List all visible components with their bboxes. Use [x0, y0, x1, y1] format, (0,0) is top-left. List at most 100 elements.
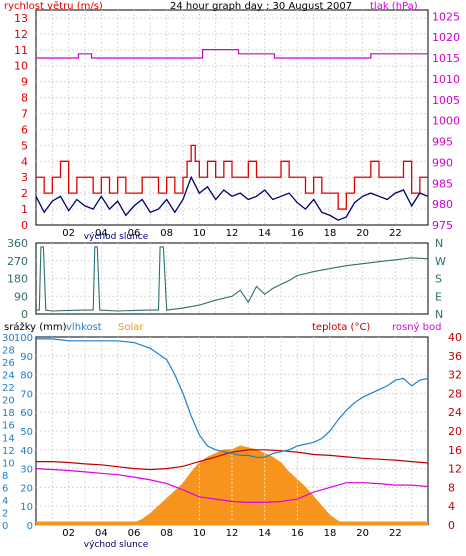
humidity-tick: 90 — [20, 352, 33, 363]
panel1-left-tick: 12 — [14, 28, 28, 41]
panel1-x-tick: 04 — [95, 228, 108, 239]
panel1-x-tick: 02 — [62, 228, 75, 239]
rain-tick: 0 — [2, 521, 8, 532]
temperature-tick: 16 — [448, 444, 462, 457]
panel1-left-tick: 3 — [21, 171, 28, 184]
humidity-tick: 0 — [27, 521, 33, 532]
panel1-right-tick: 990 — [432, 156, 453, 169]
panel1-left-tick: 8 — [21, 92, 28, 105]
temperature-tick: 8 — [448, 481, 455, 494]
rain-tick: 16 — [2, 421, 15, 432]
panel1-left-tick: 5 — [21, 139, 28, 152]
rain-tick: 24 — [2, 371, 15, 382]
panel1-x-tick: 18 — [324, 228, 337, 239]
rain-tick: 30 — [2, 333, 15, 344]
humidity-line — [36, 338, 429, 458]
panel1-right-tick: 1025 — [432, 10, 460, 23]
panel2-right-tick: S — [435, 273, 442, 286]
panel1-x-tick: 10 — [193, 228, 206, 239]
temperature-tick: 20 — [448, 425, 462, 438]
panel1-x-tick: 06 — [128, 228, 141, 239]
panel1-left-tick: 13 — [14, 12, 28, 25]
panel3-x-tick: 22 — [389, 528, 402, 539]
temperature-axis-label: teplota (°C) — [312, 322, 370, 333]
rain-tick: 18 — [2, 408, 15, 419]
panel1-left-tick: 11 — [14, 44, 28, 57]
rain-tick: 10 — [2, 458, 15, 469]
panel1-left-tick: 6 — [21, 123, 28, 136]
wind-direction-line — [36, 246, 429, 312]
temperature-tick: 32 — [448, 369, 462, 382]
panel2-left-tick: 180 — [7, 273, 28, 286]
panel1-right-tick: 1015 — [432, 52, 460, 65]
panel3-x-tick: 16 — [291, 528, 304, 539]
panel1-left-tick: 9 — [21, 76, 28, 89]
panel3-x-tick: 12 — [226, 528, 239, 539]
panel3-x-tick: 14 — [258, 528, 271, 539]
temperature-tick: 24 — [448, 406, 462, 419]
panel2-left-tick: 90 — [14, 290, 28, 303]
solar-area — [36, 445, 428, 526]
rain-tick: 14 — [2, 433, 15, 444]
humidity-tick: 30 — [20, 465, 33, 476]
wind-average-line — [35, 175, 429, 221]
srazky-axis-label: srážky (mm) — [4, 321, 67, 333]
panel1-left-tick: 4 — [21, 155, 28, 168]
panel1-right-tick: 995 — [432, 136, 453, 149]
panel3-x-subtitle: východ slunce — [84, 540, 149, 550]
humidity-tick: 20 — [20, 483, 33, 494]
panel2-right-tick: N — [435, 237, 443, 250]
panel1-right-tick: 1000 — [432, 115, 460, 128]
panel1-left-tick: 1 — [21, 203, 28, 216]
panel3-x-tick: 08 — [160, 528, 173, 539]
panel1-right-axis-label: tlak (hPa) — [370, 1, 418, 12]
dew-point-line — [35, 468, 429, 503]
panel1-right-tick: 1020 — [432, 31, 460, 44]
panel1-left-tick: 0 — [21, 219, 28, 232]
panel1-left-tick: 10 — [14, 60, 28, 73]
temperature-tick: 28 — [448, 387, 462, 400]
humidity-tick: 80 — [20, 371, 33, 382]
panel1-right-tick: 1005 — [432, 94, 460, 107]
panel1-right-tick: 975 — [432, 219, 453, 232]
solar-axis-label: Solar — [118, 322, 144, 333]
panel1-left-tick: 2 — [21, 187, 28, 200]
panel1-x-tick: 12 — [226, 228, 239, 239]
temperature-tick: 12 — [448, 463, 462, 476]
panel2-right-tick: W — [435, 255, 446, 268]
panel2-left-tick: 360 — [7, 237, 28, 250]
panel2-right-tick: N — [435, 308, 443, 321]
panel3-x-tick: 20 — [356, 528, 369, 539]
rain-tick: 4 — [2, 496, 8, 507]
panel3-x-tick: 04 — [95, 528, 108, 539]
panel2-left-tick: 0 — [21, 308, 28, 321]
rain-tick: 26 — [2, 358, 15, 369]
panel1-x-tick: 20 — [356, 228, 369, 239]
panel2-left-tick: 270 — [7, 255, 28, 268]
panel2-right-tick: E — [435, 290, 442, 303]
humidity-tick: 60 — [20, 408, 33, 419]
rain-tick: 12 — [2, 446, 15, 457]
panel1-x-tick: 22 — [389, 228, 402, 239]
temperature-tick: 0 — [448, 519, 455, 532]
rain-tick: 6 — [2, 483, 8, 494]
panel1-title: 24 hour graph day : 30 August 2007 — [170, 1, 352, 12]
panel1-right-tick: 1010 — [432, 73, 460, 86]
rain-tick: 2 — [2, 508, 8, 519]
wind-gust-line — [36, 144, 428, 210]
panel1-x-tick: 16 — [291, 228, 304, 239]
rain-tick: 22 — [2, 383, 15, 394]
humidity-tick: 70 — [20, 389, 33, 400]
panel1-right-tick: 980 — [432, 198, 453, 211]
panel3-x-tick: 18 — [324, 528, 337, 539]
panel3-x-tick: 02 — [62, 528, 75, 539]
temperature-line — [36, 449, 429, 471]
panel1-left-tick: 7 — [21, 108, 28, 121]
humidity-tick: 100 — [14, 333, 33, 344]
pressure-line — [36, 49, 428, 59]
rain-tick: 20 — [2, 396, 15, 407]
temperature-tick: 36 — [448, 350, 462, 363]
rain-tick: 28 — [2, 346, 15, 357]
panel3-x-tick: 06 — [128, 528, 141, 539]
